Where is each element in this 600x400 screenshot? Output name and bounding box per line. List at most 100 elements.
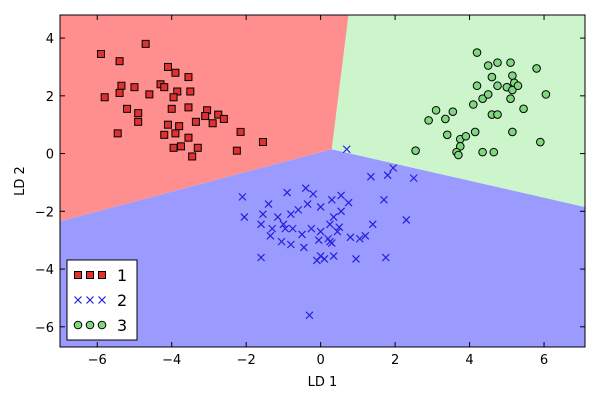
point-class-3 — [448, 107, 458, 117]
axis-ticks: −6 −4 −2 0 2 4 6 −6 −4 −2 0 2 4 — [35, 15, 585, 368]
x-tick-label: −6 — [88, 353, 107, 368]
point-class-3 — [493, 110, 502, 119]
decision-region-3 — [331, 15, 585, 207]
point-class-2 — [286, 210, 295, 219]
point-class-3 — [506, 58, 515, 67]
point-class-2 — [361, 231, 370, 240]
point-class-2 — [335, 223, 344, 232]
point-class-3 — [487, 72, 497, 82]
point-class-1 — [232, 146, 241, 155]
point-class-2 — [305, 311, 314, 320]
point-class-1 — [219, 114, 228, 123]
point-class-2 — [320, 255, 329, 263]
y-tick-label: 0 — [46, 148, 54, 163]
point-class-1 — [188, 152, 197, 161]
point-class-3 — [506, 94, 515, 104]
point-class-2 — [286, 240, 295, 249]
point-class-1 — [123, 104, 132, 113]
point-class-3 — [424, 116, 433, 125]
point-class-2 — [368, 220, 377, 229]
point-class-1 — [169, 143, 178, 152]
point-class-3 — [483, 61, 493, 70]
series-3 — [411, 48, 551, 160]
point-class-2 — [346, 233, 355, 242]
point-class-2 — [337, 191, 346, 200]
point-class-2 — [326, 237, 334, 246]
legend-label: 2 — [117, 291, 127, 310]
y-tick-label: −6 — [35, 321, 54, 336]
point-class-2 — [309, 190, 318, 198]
point-class-2 — [389, 164, 398, 172]
point-class-1 — [258, 138, 267, 147]
point-class-1 — [171, 129, 180, 138]
point-class-2 — [268, 224, 277, 233]
legend-marker — [73, 320, 83, 330]
point-class-2 — [238, 192, 247, 201]
point-class-1 — [167, 104, 176, 113]
point-class-3 — [508, 127, 517, 137]
point-class-1 — [130, 83, 139, 92]
point-class-3 — [441, 114, 450, 124]
point-class-1 — [193, 143, 202, 152]
x-tick-label: 0 — [316, 353, 324, 368]
point-class-2 — [266, 231, 275, 240]
point-class-2 — [314, 236, 323, 245]
point-class-3 — [513, 81, 523, 91]
point-class-1 — [115, 88, 124, 97]
point-class-1 — [175, 122, 184, 131]
point-class-1 — [186, 87, 195, 96]
point-class-3 — [508, 71, 517, 80]
point-class-3 — [468, 100, 478, 109]
point-class-2 — [257, 220, 265, 229]
point-class-2 — [355, 234, 364, 243]
point-class-3 — [489, 147, 499, 157]
point-class-2 — [273, 213, 282, 222]
legend-entry-1: 1 — [74, 266, 127, 285]
y-tick-label: −2 — [35, 205, 54, 220]
point-class-2 — [259, 210, 267, 219]
data-points — [96, 39, 551, 320]
point-class-2 — [402, 216, 411, 224]
point-class-2 — [312, 256, 321, 265]
point-class-3 — [470, 127, 480, 137]
point-class-2 — [288, 224, 297, 233]
legend-marker — [86, 271, 94, 279]
point-class-3 — [478, 94, 487, 104]
legend-marker — [74, 296, 82, 304]
point-class-1 — [236, 127, 245, 136]
point-class-3 — [483, 90, 493, 99]
plot-frame — [59, 14, 586, 348]
point-class-3 — [536, 137, 545, 147]
point-class-1 — [214, 110, 223, 119]
point-class-1 — [134, 117, 143, 126]
point-class-1 — [134, 109, 143, 118]
point-class-3 — [541, 90, 551, 99]
point-class-3 — [493, 58, 502, 67]
point-class-2 — [366, 172, 375, 181]
point-class-3 — [442, 130, 452, 140]
point-class-3 — [454, 150, 463, 160]
point-class-2 — [333, 227, 342, 236]
point-class-2 — [381, 253, 390, 262]
legend-marker — [85, 320, 95, 330]
point-class-1 — [201, 112, 210, 121]
point-class-2 — [298, 230, 306, 239]
point-class-1 — [113, 129, 122, 138]
series-2 — [238, 145, 418, 320]
y-tick-label: 2 — [46, 90, 54, 105]
point-class-3 — [478, 147, 487, 157]
point-class-2 — [301, 184, 310, 193]
legend-marker — [98, 296, 106, 304]
legend-marker — [97, 320, 107, 330]
point-class-2 — [257, 253, 265, 262]
point-class-2 — [316, 203, 325, 211]
point-class-1 — [160, 130, 169, 139]
point-class-2 — [240, 213, 249, 222]
y-axis-label: LD 2 — [13, 166, 28, 196]
legend-entry-2: 2 — [74, 291, 127, 310]
x-tick-label: −4 — [162, 353, 181, 368]
legend-marker — [74, 271, 82, 279]
point-class-3 — [493, 81, 502, 91]
point-class-2 — [264, 200, 273, 209]
